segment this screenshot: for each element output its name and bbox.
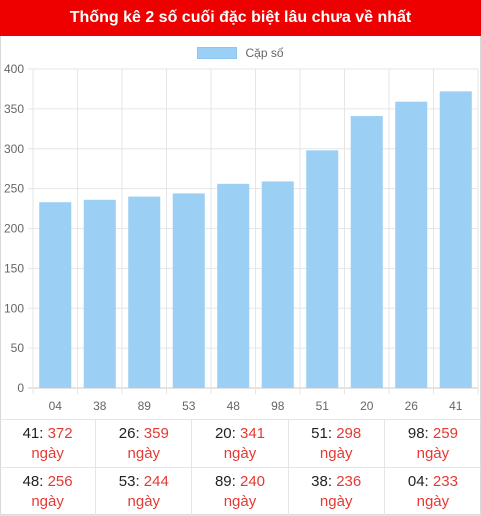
stat-cell: 38: 236 ngày: [288, 468, 385, 516]
stat-pair: 51: [311, 425, 328, 442]
stat-cell: 26: 359 ngày: [96, 420, 193, 468]
stat-unit: ngày: [127, 445, 161, 462]
stat-days: 341: [239, 425, 266, 442]
stat-unit: ngày: [223, 445, 257, 462]
bar: [395, 101, 428, 388]
stat-unit: ngày: [416, 445, 450, 462]
stat-pair: 98: [407, 425, 425, 442]
y-tick-label: 100: [4, 301, 24, 315]
stat-pair: 26: [118, 425, 136, 442]
stat-days: 359: [143, 425, 169, 442]
y-tick-label: 0: [17, 381, 24, 395]
x-tick-label: 89: [138, 399, 152, 413]
stat-days: 236: [336, 473, 362, 490]
x-tick-label: 38: [93, 399, 107, 413]
stat-separator: :: [135, 425, 144, 442]
stat-unit: ngày: [223, 493, 257, 510]
stat-days: 372: [47, 425, 73, 442]
bar: [261, 181, 294, 388]
legend-label: Cặp số: [245, 46, 284, 60]
stat-days: 244: [143, 473, 169, 490]
bar-chart: 0 50 100 150 200 250 300 350 400 04 38 89 53 48 98 51 20…: [0, 60, 481, 420]
stat-pair: 04: [407, 473, 425, 490]
stat-days: 240: [239, 473, 266, 490]
stats-grid: 41: 372 ngày 26: 359 ngày 20: 341 ngày 5…: [0, 419, 481, 516]
bar: [350, 116, 383, 389]
stat-days: 259: [432, 425, 458, 442]
y-tick-label: 50: [11, 341, 25, 355]
stat-unit: ngày: [416, 493, 450, 510]
stat-unit: ngày: [31, 493, 64, 510]
x-tick-label: 04: [49, 399, 63, 413]
legend-swatch: [197, 47, 238, 59]
stat-pair: 53: [118, 473, 136, 490]
y-tick-label: 350: [4, 102, 24, 116]
stat-separator: :: [39, 425, 48, 442]
stat-pair: 38: [311, 473, 328, 490]
x-tick-label: 53: [182, 399, 196, 413]
stat-cell: 48: 256 ngày: [0, 468, 97, 516]
stat-separator: :: [135, 473, 144, 490]
stat-pair: 41: [22, 425, 40, 442]
stat-cell: 41: 372 ngày: [0, 420, 97, 468]
chart-header: Thống kê 2 số cuối đặc biệt lâu chưa về …: [0, 0, 481, 36]
y-tick-label: 250: [4, 182, 24, 196]
stat-cell: 04: 233 ngày: [384, 468, 481, 516]
stat-days: 256: [47, 473, 73, 490]
stat-separator: :: [327, 473, 337, 490]
bar: [39, 202, 72, 388]
y-tick-label: 300: [4, 142, 24, 156]
stat-cell: 89: 240 ngày: [192, 468, 289, 516]
bar: [306, 150, 339, 388]
stat-separator: :: [327, 425, 337, 442]
stat-separator: :: [424, 473, 433, 490]
stat-pair: 20: [214, 425, 232, 442]
stat-unit: ngày: [127, 493, 161, 510]
bar: [172, 193, 205, 388]
x-tick-label: 48: [227, 399, 241, 413]
stat-separator: :: [39, 473, 48, 490]
stat-days: 233: [432, 473, 458, 490]
stat-unit: ngày: [319, 445, 353, 462]
stat-separator: :: [424, 425, 433, 442]
bar: [439, 91, 472, 388]
bar: [128, 196, 161, 388]
bar-chart-svg: 0 50 100 150 200 250 300 350 400 04 38 89 53 48 98 51 20…: [4, 62, 479, 413]
chart-legend[interactable]: Cặp số: [0, 44, 481, 62]
x-tick-label: 41: [449, 399, 463, 413]
y-tick-label: 200: [4, 222, 24, 236]
stat-days: 298: [336, 425, 362, 442]
stat-separator: :: [231, 425, 240, 442]
y-tick-label: 400: [4, 62, 24, 76]
stat-unit: ngày: [31, 445, 64, 462]
bar: [83, 199, 116, 388]
stat-cell: 98: 259 ngày: [384, 420, 481, 468]
x-tick-label: 20: [360, 399, 374, 413]
stat-cell: 20: 341 ngày: [192, 420, 289, 468]
x-tick-label: 26: [405, 399, 419, 413]
x-tick-label: 98: [271, 399, 285, 413]
x-tick-label: 51: [316, 399, 330, 413]
y-tick-label: 150: [4, 261, 24, 275]
stat-pair: 48: [22, 473, 40, 490]
stat-separator: :: [231, 473, 240, 490]
chart-title: Thống kê 2 số cuối đặc biệt lâu chưa về …: [69, 9, 412, 26]
bar: [217, 183, 250, 388]
stat-cell: 53: 244 ngày: [96, 468, 193, 516]
stat-pair: 89: [214, 473, 232, 490]
stat-cell: 51: 298 ngày: [288, 420, 385, 468]
stat-unit: ngày: [319, 493, 353, 510]
